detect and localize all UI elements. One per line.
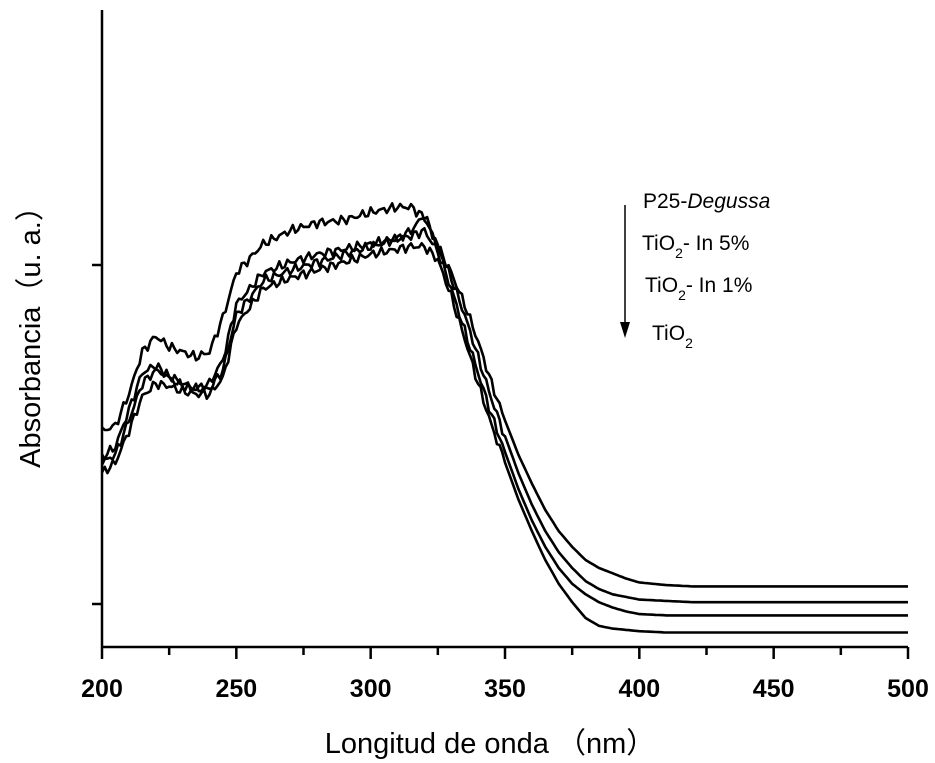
x-tick-label: 250 xyxy=(215,675,257,703)
x-tick-label: 400 xyxy=(618,675,660,703)
legend-entry-suffix: - In 1% xyxy=(686,274,753,297)
legend-entry-prefix: TiO xyxy=(642,232,675,255)
x-tick-labels: 200 250 300 350 400 450 500 xyxy=(81,675,929,703)
legend-entry-tio2-in5: TiO2- In 5% xyxy=(642,232,749,261)
legend-entry-tio2: TiO2 xyxy=(652,322,693,351)
x-tick-label: 500 xyxy=(887,675,929,703)
legend-entry-tio2-in1: TiO2- In 1% xyxy=(645,274,752,303)
legend-entry-p25: P25-Degussa xyxy=(643,190,770,213)
legend-entry-italic: Degussa xyxy=(687,190,770,213)
series-line-4 xyxy=(100,242,908,634)
x-tick-label: 450 xyxy=(753,675,795,703)
legend-entry-suffix: - In 5% xyxy=(683,232,750,255)
x-tick-label: 350 xyxy=(484,675,526,703)
x-tick-label: 200 xyxy=(81,675,123,703)
legend-entry-prefix: TiO xyxy=(645,274,678,297)
x-axis-title: Longitud de onda （nm） xyxy=(325,728,656,760)
x-tick-label: 300 xyxy=(350,675,392,703)
legend-entry-prefix: TiO xyxy=(652,322,685,345)
legend-entry-prefix: P25- xyxy=(643,190,687,213)
y-axis-title: Absorbancia（u. a.） xyxy=(15,192,47,468)
series-line-2 xyxy=(100,215,908,604)
series-line-1 xyxy=(101,202,908,588)
legend-arrow-head-icon xyxy=(620,322,630,338)
legend: P25-Degussa TiO2- In 5% TiO2- In 1% TiO2 xyxy=(620,190,770,351)
legend-entry-subscript: 2 xyxy=(675,245,683,261)
x-ticks xyxy=(100,647,910,659)
series-group xyxy=(100,202,908,634)
legend-entry-subscript: 2 xyxy=(685,335,693,351)
series-line-3 xyxy=(100,227,908,617)
legend-entry-subscript: 2 xyxy=(678,287,686,303)
